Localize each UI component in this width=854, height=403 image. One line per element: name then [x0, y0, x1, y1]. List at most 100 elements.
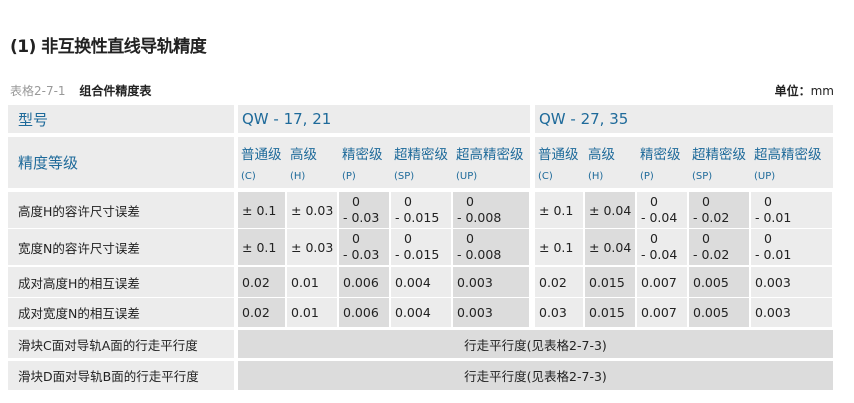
grade-code: (P): [342, 171, 356, 182]
grade-header: 精密级 (P): [637, 137, 688, 188]
table-cell: 0- 0.01: [751, 229, 832, 265]
grade-header: 高级 (H): [585, 137, 636, 188]
unit-prefix: 单位：: [774, 84, 811, 98]
table-cell: 0- 0.015: [391, 229, 451, 265]
lower-tolerance: - 0.03: [343, 210, 380, 225]
lower-tolerance: - 0.02: [693, 210, 730, 225]
table-cell: ± 0.04: [585, 229, 635, 265]
lower-tolerance: - 0.04: [641, 247, 678, 262]
table-cell: 0.006: [339, 267, 389, 297]
upper-tolerance: 0: [352, 231, 360, 246]
lower-tolerance: - 0.01: [755, 210, 792, 225]
grade-header: 精密级 (P): [339, 137, 390, 188]
grade-header-bg: [238, 137, 530, 188]
table-cell: 0.015: [585, 298, 635, 327]
upper-tolerance: 0: [352, 194, 360, 209]
grade-name: 普通级: [241, 147, 282, 163]
grade-header: 普通级 (C): [238, 137, 286, 188]
upper-tolerance: 0: [466, 231, 474, 246]
grade-header: 普通级 (C): [535, 137, 584, 188]
table-cell: 0- 0.04: [637, 229, 687, 265]
spanning-cell: 行走平行度(见表格2-7-3): [238, 330, 833, 358]
lower-tolerance: - 0.008: [457, 247, 502, 262]
lower-tolerance: - 0.015: [395, 210, 440, 225]
unit-value: mm: [810, 84, 834, 98]
grade-header: 超精密级 (SP): [391, 137, 452, 188]
table-cell: ± 0.03: [287, 229, 337, 265]
grade-code: (C): [538, 171, 553, 182]
table-cell: ± 0.1: [238, 229, 285, 265]
table-cell: ± 0.1: [535, 192, 583, 228]
upper-tolerance: 0: [702, 231, 710, 246]
grade-code: (UP): [456, 171, 478, 182]
grade-code: (H): [290, 171, 306, 182]
table-cell: ± 0.04: [585, 192, 635, 228]
table-cell: 0.004: [391, 267, 451, 297]
table-cell: 0.03: [535, 298, 583, 327]
lower-tolerance: - 0.008: [457, 210, 502, 225]
table-cell: 0.01: [287, 298, 337, 327]
upper-tolerance: 0: [404, 194, 412, 209]
lower-tolerance: - 0.02: [693, 247, 730, 262]
upper-tolerance: 0: [764, 231, 772, 246]
table-number: 表格2-7-1: [10, 84, 66, 98]
upper-tolerance: 0: [466, 194, 474, 209]
upper-tolerance: 0: [404, 231, 412, 246]
grade-code: (P): [640, 171, 654, 182]
table-cell: 0- 0.02: [689, 192, 749, 228]
table-cell: 0- 0.03: [339, 229, 389, 265]
table-cell: 0.003: [453, 267, 529, 297]
table-cell: 0.006: [339, 298, 389, 327]
table-cell: 0.01: [287, 267, 337, 297]
grade-name: 精密级: [342, 147, 383, 163]
group-header: QW - 27, 35: [535, 105, 833, 133]
row-label: 成对高度H的相互误差: [8, 267, 234, 297]
table-cell: ± 0.1: [535, 229, 583, 265]
table-cell: 0- 0.008: [453, 229, 529, 265]
upper-tolerance: 0: [702, 194, 710, 209]
table-cell: 0.02: [535, 267, 583, 297]
table-caption: 表格2-7-1 组合件精度表: [10, 82, 151, 99]
table-cell: 0- 0.015: [391, 192, 451, 228]
table-cell: 0.005: [689, 298, 749, 327]
row-label: 宽度N的容许尺寸误差: [8, 229, 234, 265]
grade-code: (UP): [754, 171, 776, 182]
grade-name: 普通级: [538, 147, 579, 163]
table-cell: 0- 0.03: [339, 192, 389, 228]
group-header: QW - 17, 21: [238, 105, 530, 133]
spanning-cell: 行走平行度(见表格2-7-3): [238, 361, 833, 390]
unit-label: 单位：mm: [775, 82, 834, 99]
table-cell: 0- 0.01: [751, 192, 832, 228]
table-cell: 0.003: [453, 298, 529, 327]
table-cell: 0- 0.02: [689, 229, 749, 265]
row-label: 成对宽度N的相互误差: [8, 298, 234, 327]
grade-code: (C): [241, 171, 256, 182]
table-cell: 0- 0.008: [453, 192, 529, 228]
table-cell: 0.02: [238, 267, 285, 297]
grade-name: 超精密级: [394, 147, 448, 163]
table-cell: 0.004: [391, 298, 451, 327]
table-cell: 0.003: [751, 267, 832, 297]
grade-header-bg: [535, 137, 833, 188]
grade-code: (SP): [394, 171, 415, 182]
lower-tolerance: - 0.04: [641, 210, 678, 225]
grade-name: 高级: [290, 147, 317, 163]
row-label: 滑块D面对导轨B面的行走平行度: [8, 361, 234, 390]
table-cell: 0.005: [689, 267, 749, 297]
grade-code: (H): [588, 171, 604, 182]
table-cell: 0.015: [585, 267, 635, 297]
upper-tolerance: 0: [650, 194, 658, 209]
table-cell: ± 0.03: [287, 192, 337, 228]
table-cell: 0.02: [238, 298, 285, 327]
row-label: 滑块C面对导轨A面的行走平行度: [8, 330, 234, 358]
upper-tolerance: 0: [650, 231, 658, 246]
lower-tolerance: - 0.01: [755, 247, 792, 262]
grade-name: 超高精密级: [754, 147, 822, 163]
lower-tolerance: - 0.015: [395, 247, 440, 262]
grade-code: (SP): [692, 171, 713, 182]
grade-header: 超精密级 (SP): [689, 137, 750, 188]
grade-header: 超高精密级 (UP): [751, 137, 833, 188]
upper-tolerance: 0: [764, 194, 772, 209]
grade-header: 高级 (H): [287, 137, 338, 188]
table-cell: 0.007: [637, 298, 687, 327]
